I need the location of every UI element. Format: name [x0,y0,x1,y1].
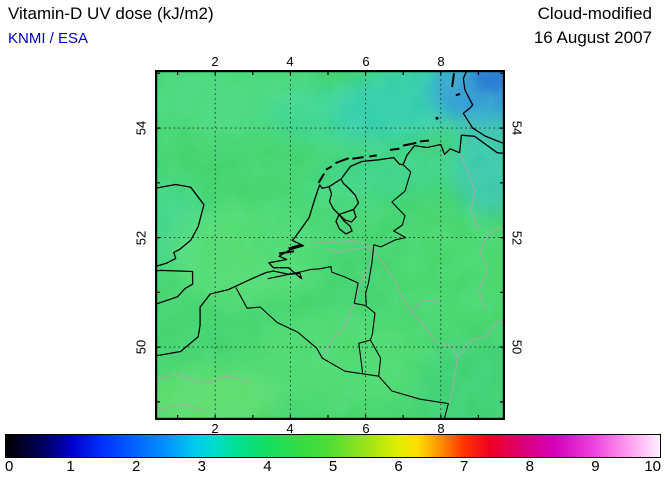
lon-tick-label-top: 2 [211,54,219,69]
colorbar-tick-label: 6 [394,458,403,475]
lon-tick-label-top: 8 [437,54,445,69]
map-canvas [155,70,505,420]
colorbar-tick-label: 10 [644,458,661,475]
lon-tick-label-top: 4 [286,54,294,69]
colorbar-tick-label: 4 [263,458,272,475]
colorbar-gradient [5,434,661,458]
rhine-river-line [312,239,459,419]
zeeland-islands [278,243,302,255]
german-state-borders [410,224,505,359]
colorbar-tick-label: 7 [460,458,469,475]
wadden-islands [317,73,461,184]
colorbar-tick-label: 5 [328,458,338,475]
colorbar-tick-label: 8 [525,458,534,475]
north-frisian-coastline [462,70,505,145]
colorbar-tick-label: 0 [5,458,14,475]
map-panel [155,70,505,420]
continental-coastline [155,134,505,357]
credit-label: KNMI / ESA [8,30,89,47]
lon-tick-label-bottom: 6 [362,421,370,436]
uk-coastline [155,183,205,306]
belgium-germany-luxembourg-border [354,302,382,377]
lat-tick-label-right: 54 [509,120,525,136]
belgium-netherlands-border [267,266,359,304]
colorbar-tick-label: 1 [66,458,75,475]
netherlands-germany-border [365,164,412,306]
lon-tick-label-bottom: 4 [286,421,294,436]
page-title: Vitamin-D UV dose (kJ/m2) [8,4,214,23]
weser-river-line [459,152,480,231]
colorbar-tick-label: 3 [197,458,206,475]
lat-tick-label-left: 54 [133,120,149,136]
france-border [235,287,449,419]
coastline-layer [155,70,505,357]
uv-field-layer [155,70,505,420]
national-borders-layer [235,164,449,419]
lat-tick-label-right: 52 [509,230,525,246]
map-frame-border [155,70,505,420]
lon-tick-label-bottom: 2 [211,421,219,436]
lat-tick-label-left: 52 [133,230,149,246]
colorbar-labels: 0 1 2 3 4 5 6 7 8 9 10 [5,458,661,476]
date-label: 16 August 2007 [533,28,652,47]
colorbar-tick-label: 2 [132,458,141,475]
graticule-layer [155,70,505,420]
french-region-borders [155,373,251,413]
minor-borders-layer [155,152,505,419]
lon-tick-label-bottom: 8 [437,421,445,436]
colorbar-tick-label: 9 [591,458,600,475]
lon-tick-label-top: 6 [362,54,370,69]
helgoland-island [435,116,439,120]
lat-tick-label-right: 50 [509,339,525,355]
mode-label: Cloud-modified [537,4,652,23]
lat-tick-label-left: 50 [133,339,149,355]
ijsselmeer-outline [328,178,360,235]
